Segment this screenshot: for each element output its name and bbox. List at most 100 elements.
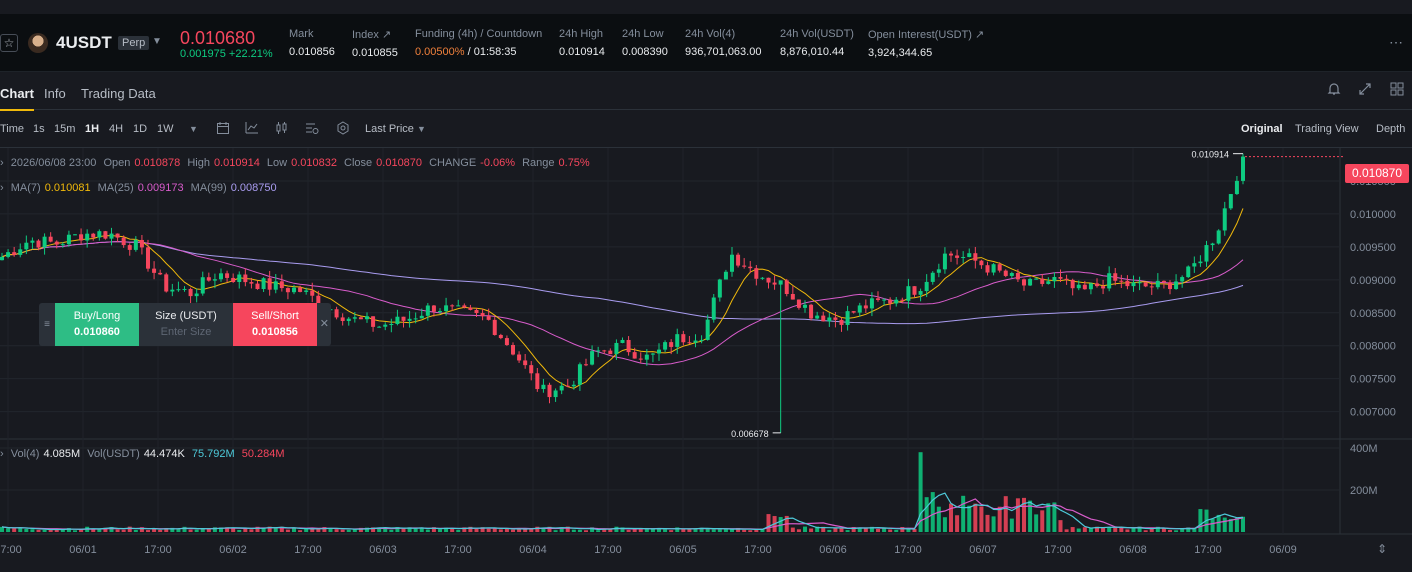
volume-bar	[456, 529, 461, 532]
volume-bar	[480, 527, 485, 532]
volume-bar	[1009, 518, 1014, 532]
volume-bar	[1228, 519, 1233, 532]
volume-bar	[942, 517, 947, 532]
candle	[626, 339, 631, 353]
candle	[54, 241, 59, 245]
candle	[462, 305, 467, 308]
volume-bar	[1107, 526, 1112, 532]
size-input[interactable]: Size (USDT) Enter Size	[139, 303, 233, 346]
view-depth[interactable]: Depth	[1376, 123, 1406, 135]
volume-bar	[991, 516, 996, 532]
vol-ma2-value: 50.284M	[241, 448, 285, 460]
volume-bar	[748, 530, 753, 532]
volume-bar	[352, 529, 357, 532]
volume-bar	[292, 527, 296, 532]
volume-bar	[876, 528, 880, 532]
volume-bar	[1192, 527, 1197, 532]
tab-chart[interactable]: Chart	[0, 86, 34, 111]
candle	[912, 286, 917, 295]
candlestick-chart[interactable]: 0.0105000.0100000.0095000.0090000.008500…	[0, 148, 1412, 572]
candle	[139, 239, 144, 248]
volume-bar	[1168, 530, 1172, 532]
stat-24h-vol: 24h Vol(4) 936,701,063.00	[685, 28, 761, 58]
stat-24h-vol-usdt: 24h Vol(USDT) 8,876,010.44	[780, 28, 854, 58]
candle	[547, 384, 552, 398]
view-original[interactable]: Original	[1241, 123, 1283, 135]
candle	[85, 233, 90, 241]
candle	[91, 233, 96, 238]
chevron-down-icon[interactable]: ▼	[152, 36, 162, 47]
volume-bar	[663, 529, 668, 532]
candle	[967, 253, 972, 258]
quick-order-panel: ≡ Buy/Long 0.010860 Size (USDT) Enter Si…	[39, 303, 331, 346]
vol-label: Vol(4)	[10, 448, 40, 460]
candle	[109, 233, 114, 239]
candle-style-icon[interactable]	[275, 121, 289, 135]
volume-bar	[620, 527, 625, 532]
candle	[30, 240, 35, 243]
bell-icon[interactable]	[1326, 82, 1342, 98]
more-icon[interactable]: ⋯	[1389, 34, 1404, 50]
collapse-icon[interactable]: ›	[0, 157, 4, 169]
volume-bar	[766, 514, 771, 532]
interval-1w[interactable]: 1W	[157, 123, 174, 135]
calendar-icon[interactable]	[216, 121, 230, 135]
interval-4h[interactable]: 4H	[109, 123, 124, 135]
interval-15m[interactable]: 15m	[54, 123, 76, 135]
candle	[553, 390, 558, 398]
volume-bar	[553, 530, 558, 532]
candle	[182, 288, 187, 290]
candle	[158, 272, 163, 275]
tab-info[interactable]: Info	[44, 86, 66, 101]
expand-icon[interactable]	[1357, 82, 1373, 98]
candle	[176, 289, 181, 291]
price-type-select[interactable]: Last Price ▼	[365, 123, 426, 135]
buy-long-button[interactable]: Buy/Long 0.010860	[55, 303, 139, 346]
candle	[219, 273, 223, 280]
stat-open-interest[interactable]: Open Interest(USDT) ↗ 3,924,344.65	[868, 28, 984, 59]
price-tick-label: 0.007000	[1350, 407, 1396, 419]
candle	[991, 264, 996, 273]
candle	[705, 319, 710, 340]
tab-trading-data[interactable]: Trading Data	[81, 86, 156, 101]
indicator-icon[interactable]	[245, 121, 259, 135]
volume-bar	[492, 527, 497, 532]
ma99-value: 0.008750	[230, 182, 277, 194]
volume-bar	[1003, 496, 1008, 532]
volume-bar	[1058, 520, 1063, 532]
volume-bar	[967, 505, 972, 532]
candle	[985, 265, 990, 273]
interval-time[interactable]: Time	[0, 123, 25, 135]
candle	[614, 342, 619, 355]
grid-layout-icon[interactable]	[1389, 82, 1405, 98]
view-trading-view[interactable]: Trading View	[1295, 123, 1359, 135]
collapse-icon[interactable]: ›	[0, 182, 4, 194]
stat-value: 936,701,063.00	[685, 46, 762, 58]
candle	[863, 305, 868, 309]
volume-bar	[498, 529, 503, 532]
drag-handle-icon[interactable]: ≡	[44, 319, 50, 330]
scroll-to-latest-icon[interactable]: ⇕	[1377, 542, 1387, 556]
high-marker-label: 0.010914	[1191, 150, 1229, 160]
volume-bar	[304, 529, 309, 532]
volume-bar	[602, 528, 607, 532]
settings-list-icon[interactable]	[305, 121, 319, 135]
interval-1h[interactable]: 1H	[85, 123, 100, 135]
volume-bar	[146, 530, 150, 532]
volume-bar	[1210, 518, 1215, 532]
interval-1d[interactable]: 1D	[133, 123, 148, 135]
stat-index[interactable]: Index ↗ 0.010855	[352, 28, 398, 59]
collapse-icon[interactable]: ›	[0, 448, 4, 460]
star-icon[interactable]: ☆	[0, 34, 18, 52]
interval-1s[interactable]: 1s	[33, 123, 45, 135]
volume-bar	[565, 526, 570, 532]
stat-value: 0.010855	[352, 47, 398, 59]
candle	[1198, 261, 1203, 264]
volume-bar	[340, 529, 345, 532]
sell-short-button[interactable]: Sell/Short 0.010856	[233, 303, 317, 346]
symbol-name[interactable]: 4USDT	[56, 33, 112, 52]
interval-more-icon[interactable]: ▼	[189, 124, 198, 134]
gear-icon[interactable]	[336, 121, 350, 135]
close-icon[interactable]: ✕	[319, 318, 329, 330]
volume-bar	[1180, 528, 1185, 532]
